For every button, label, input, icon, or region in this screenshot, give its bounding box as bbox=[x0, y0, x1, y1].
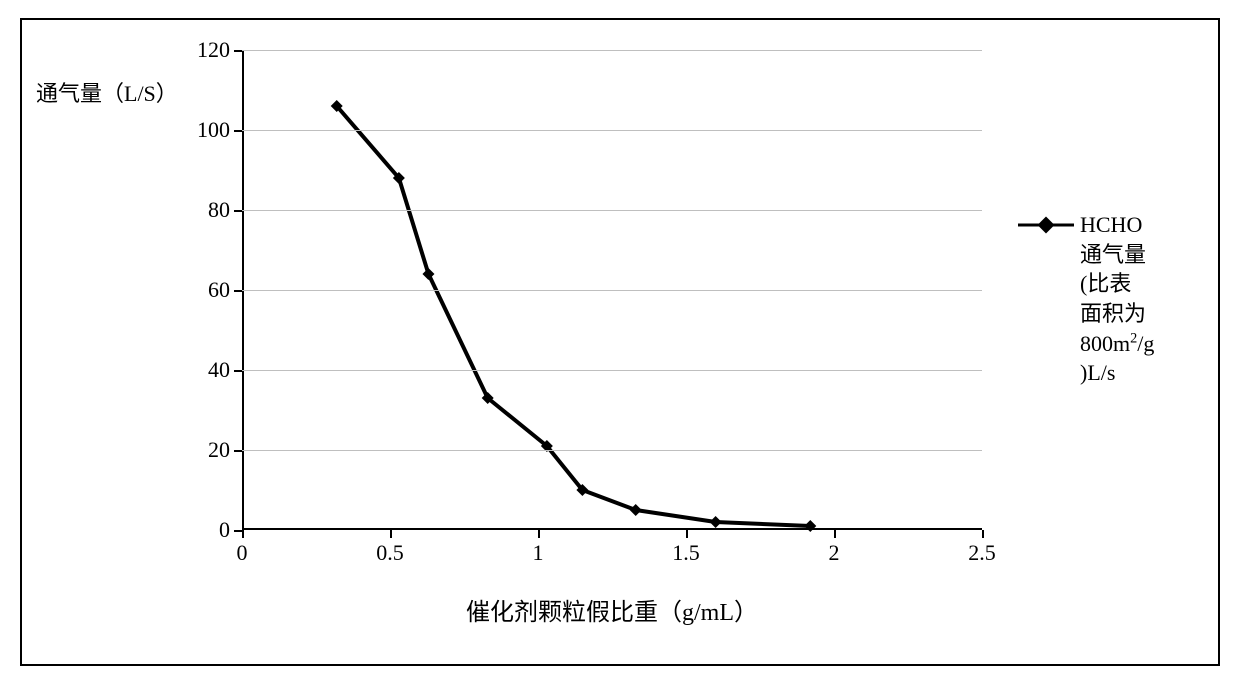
x-tick bbox=[242, 530, 244, 538]
x-tick-label: 0.5 bbox=[376, 540, 404, 566]
y-tick-label: 40 bbox=[208, 357, 230, 383]
x-tick-label: 2.5 bbox=[968, 540, 996, 566]
page-root: 通气量（L/S） HCHO通气量(比表面积为800m2/g)L/s 催化剂颗粒假… bbox=[0, 0, 1240, 684]
series-line bbox=[337, 106, 811, 526]
x-axis-title: 催化剂颗粒假比重（g/mL） bbox=[466, 592, 758, 627]
x-tick bbox=[982, 530, 984, 538]
legend: HCHO通气量(比表面积为800m2/g)L/s bbox=[1018, 210, 1188, 388]
data-point-marker bbox=[630, 504, 642, 516]
y-tick bbox=[234, 130, 242, 132]
gridline bbox=[242, 370, 982, 371]
diamond-icon bbox=[1038, 217, 1055, 234]
gridline bbox=[242, 210, 982, 211]
x-axis-line bbox=[242, 528, 982, 530]
x-tick bbox=[686, 530, 688, 538]
y-tick-label: 60 bbox=[208, 277, 230, 303]
y-tick-label: 80 bbox=[208, 197, 230, 223]
y-tick-label: 20 bbox=[208, 437, 230, 463]
legend-label: HCHO通气量(比表面积为800m2/g)L/s bbox=[1080, 210, 1154, 388]
data-point-marker bbox=[804, 520, 816, 532]
y-tick bbox=[234, 290, 242, 292]
x-tick-label: 1.5 bbox=[672, 540, 700, 566]
chart-outer-frame: 通气量（L/S） HCHO通气量(比表面积为800m2/g)L/s 催化剂颗粒假… bbox=[20, 18, 1220, 666]
y-tick-label: 100 bbox=[197, 117, 230, 143]
x-tick bbox=[834, 530, 836, 538]
x-tick-label: 0 bbox=[237, 540, 248, 566]
x-tick bbox=[538, 530, 540, 538]
x-tick-label: 1 bbox=[533, 540, 544, 566]
x-tick-label: 2 bbox=[829, 540, 840, 566]
gridline bbox=[242, 50, 982, 51]
y-tick-label: 0 bbox=[219, 517, 230, 543]
data-point-marker bbox=[710, 516, 722, 528]
legend-marker bbox=[1018, 214, 1074, 236]
gridline bbox=[242, 450, 982, 451]
plot-area: 催化剂颗粒假比重（g/mL） 02040608010012000.511.522… bbox=[242, 50, 982, 530]
y-tick-label: 120 bbox=[197, 37, 230, 63]
y-tick bbox=[234, 370, 242, 372]
x-tick bbox=[390, 530, 392, 538]
y-tick bbox=[234, 450, 242, 452]
gridline bbox=[242, 130, 982, 131]
legend-entry: HCHO通气量(比表面积为800m2/g)L/s bbox=[1018, 210, 1188, 388]
y-tick bbox=[234, 210, 242, 212]
gridline bbox=[242, 290, 982, 291]
y-tick bbox=[234, 50, 242, 52]
y-tick bbox=[234, 530, 242, 532]
y-axis-title: 通气量（L/S） bbox=[36, 76, 178, 108]
